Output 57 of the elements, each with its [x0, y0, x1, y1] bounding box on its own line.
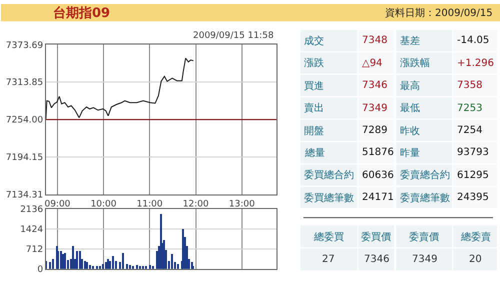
- text: 7348: [362, 35, 388, 46]
- text: 總委賣: [460, 231, 491, 243]
- x-tick-label: 13:00: [228, 199, 256, 210]
- text: 賣出: [304, 102, 324, 114]
- text: 成交: [304, 35, 324, 47]
- y-tick-label: 7134.31: [6, 190, 44, 201]
- text: △94: [362, 58, 382, 69]
- text: 委買總合約: [304, 169, 354, 181]
- text: 93793: [457, 147, 489, 158]
- text: 51876: [362, 147, 394, 158]
- text: 漲跌幅: [400, 57, 430, 69]
- text: 委買價: [361, 231, 391, 243]
- y-tick-label: 7194.15: [6, 153, 44, 164]
- text: 基差: [400, 35, 420, 47]
- text: 7289: [362, 125, 388, 136]
- y-tick-label: 7313.85: [6, 78, 44, 88]
- text: 7254: [457, 125, 482, 136]
- y-tick-label: 0: [37, 265, 44, 276]
- text: 委賣總筆數: [400, 192, 450, 204]
- text: 開盤: [304, 125, 324, 137]
- text: 總委買: [313, 231, 344, 243]
- text: 昨收: [400, 125, 420, 137]
- x-tick-label: 10:00: [90, 199, 117, 210]
- text: 總量: [304, 147, 325, 159]
- y-tick-label: 712: [26, 245, 44, 256]
- text: 7349: [362, 103, 388, 114]
- text: 7349: [412, 254, 438, 265]
- y-tick-label: 1424: [20, 225, 44, 236]
- text: 委買總筆數: [304, 192, 354, 204]
- text: 7358: [457, 80, 482, 91]
- text: 委賣總合約: [400, 169, 450, 181]
- text: +1.296: [457, 58, 494, 69]
- text: 7346: [362, 80, 388, 91]
- text: 最低: [400, 103, 420, 114]
- text: 60636: [362, 170, 394, 181]
- x-tick-label: 11:00: [136, 199, 163, 210]
- text: 7346: [364, 254, 390, 265]
- text: 61295: [457, 170, 489, 181]
- text: 委賣價: [409, 231, 439, 243]
- text: 漲跌: [304, 57, 324, 69]
- text: 2009/09/15 11:58: [193, 31, 274, 41]
- text: 買進: [304, 80, 324, 92]
- chart-title: 台期指09: [53, 5, 110, 21]
- text: 最高: [400, 80, 420, 92]
- text: 7253: [457, 103, 482, 114]
- text: 20: [469, 254, 482, 265]
- text: 24395: [457, 192, 489, 203]
- text: 27: [322, 254, 335, 265]
- x-tick-label: 12:00: [182, 199, 209, 210]
- y-tick-label: 2136: [20, 205, 44, 216]
- y-tick-label: 7373.69: [6, 40, 44, 51]
- text: 資料日期：2009/09/15: [385, 7, 493, 19]
- text: 24171: [362, 192, 394, 203]
- text: 昨量: [400, 147, 420, 159]
- x-tick-label: 09:00: [44, 199, 71, 210]
- text: -14.05: [457, 35, 490, 46]
- y-tick-label: 7254.00: [6, 116, 44, 126]
